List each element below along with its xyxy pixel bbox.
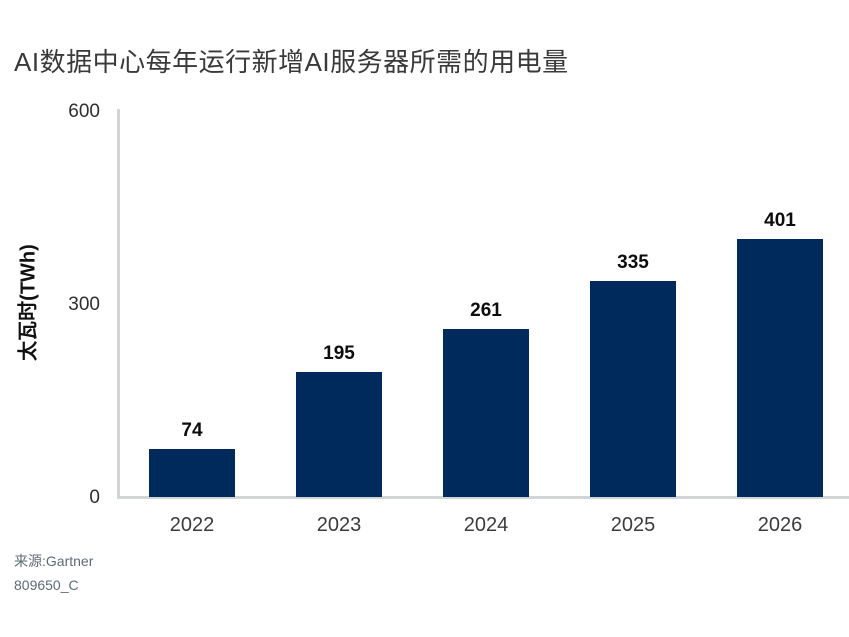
source-id-line: 809650_C: [14, 577, 79, 593]
bar-value-label-2023: 195: [323, 342, 355, 364]
x-tick-label-2022: 2022: [169, 514, 215, 536]
source-block: 来源:Gartner 809650_C: [14, 549, 93, 597]
bar-2023: [296, 371, 382, 497]
x-tick-label-2026: 2026: [757, 514, 803, 536]
y-tick-label: 600: [68, 101, 100, 122]
x-tick-label-2025: 2025: [610, 514, 656, 536]
bar-2022: [149, 449, 235, 497]
source-line: 来源:Gartner: [14, 553, 94, 569]
x-tick-label-2023: 2023: [316, 514, 362, 536]
bar-value-label-2025: 335: [617, 252, 649, 274]
bar-2024: [443, 329, 529, 497]
bar-2026: [737, 239, 823, 497]
y-axis-line: [117, 109, 120, 498]
bar-value-label-2026: 401: [764, 210, 796, 232]
bar-value-label-2022: 74: [181, 420, 203, 442]
y-tick-label: 300: [68, 294, 100, 315]
y-tick-label: 0: [89, 487, 100, 508]
x-tick-label-2024: 2024: [463, 514, 509, 536]
bar-value-label-2024: 261: [470, 300, 502, 322]
chart-title: AI数据中心每年运行新增AI服务器所需的用电量: [14, 47, 569, 77]
x-axis-line: [117, 496, 849, 499]
bar-2025: [590, 281, 676, 497]
